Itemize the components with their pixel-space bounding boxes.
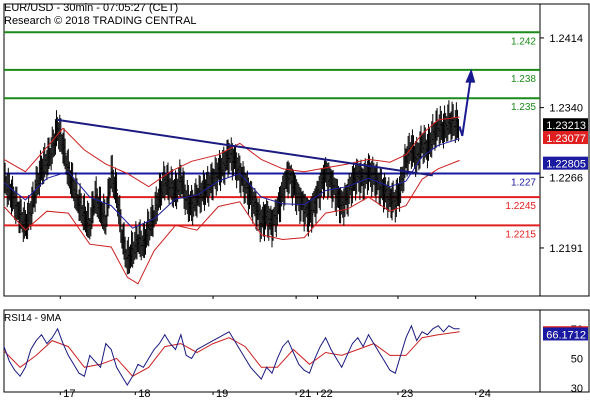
- price-badge: [543, 131, 588, 145]
- price-frame: [3, 3, 590, 297]
- bollinger-lower-line: [3, 159, 460, 285]
- x-tick-label: 21: [299, 388, 311, 400]
- rsi-panel: 1718192122232470503067.008866.1712: [3, 309, 590, 400]
- price-badge-label: 1.22805: [546, 159, 586, 171]
- bollinger-upper-line: [3, 116, 460, 188]
- rsi-frame: [3, 309, 590, 393]
- chart-title: EUR/USD - 30min - 07:05:27 (CET): [4, 2, 179, 14]
- rsi-y-tick-label: 30: [571, 383, 583, 395]
- level-label-support: 1.2215: [505, 229, 536, 240]
- rsi-main-line: [3, 324, 460, 386]
- price-badge-label: 1.23077: [546, 133, 586, 145]
- rsi-signal-line: [3, 331, 460, 377]
- rsi-title: RSI14 - 9MA: [4, 313, 62, 324]
- chart-subtitle: Research © 2018 TRADING CENTRAL: [4, 15, 197, 27]
- rsi-y-tick-label: 50: [571, 353, 583, 365]
- price-badge: [543, 118, 588, 132]
- price-panel: 1.2414 1.2340 1.2266 1.2191 1.242 1.238 1.235 1…: [3, 3, 590, 299]
- trendline: [57, 118, 433, 177]
- price-badge: [543, 156, 588, 170]
- forecast-arrow-head: [465, 68, 476, 83]
- price-y-tick-label: 1.2266: [549, 172, 583, 184]
- level-label-support: 1.2245: [505, 201, 536, 212]
- price-badge-label: 1.23213: [546, 120, 586, 132]
- rsi-badge-label: 66.1712: [546, 329, 586, 341]
- x-tick-label: 18: [138, 388, 150, 400]
- level-label-resistance: 1.238: [511, 74, 536, 85]
- price-y-tick-label: 1.2414: [549, 33, 583, 45]
- level-label-resistance: 1.242: [511, 36, 536, 47]
- x-tick-label: 19: [216, 388, 228, 400]
- x-tick-label: 22: [321, 388, 333, 400]
- price-y-tick-label: 1.2340: [549, 103, 583, 115]
- level-label-pivot: 1.227: [511, 178, 536, 189]
- price-y-tick-label: 1.2191: [549, 243, 583, 255]
- level-label-resistance: 1.235: [511, 102, 536, 113]
- x-tick-label: 24: [479, 388, 491, 400]
- x-tick-label: 23: [401, 388, 413, 400]
- rsi-badge: [543, 327, 588, 341]
- x-tick-label: 17: [63, 388, 75, 400]
- forecast-arrow-path: [458, 80, 472, 137]
- moving-average-line: [3, 138, 460, 229]
